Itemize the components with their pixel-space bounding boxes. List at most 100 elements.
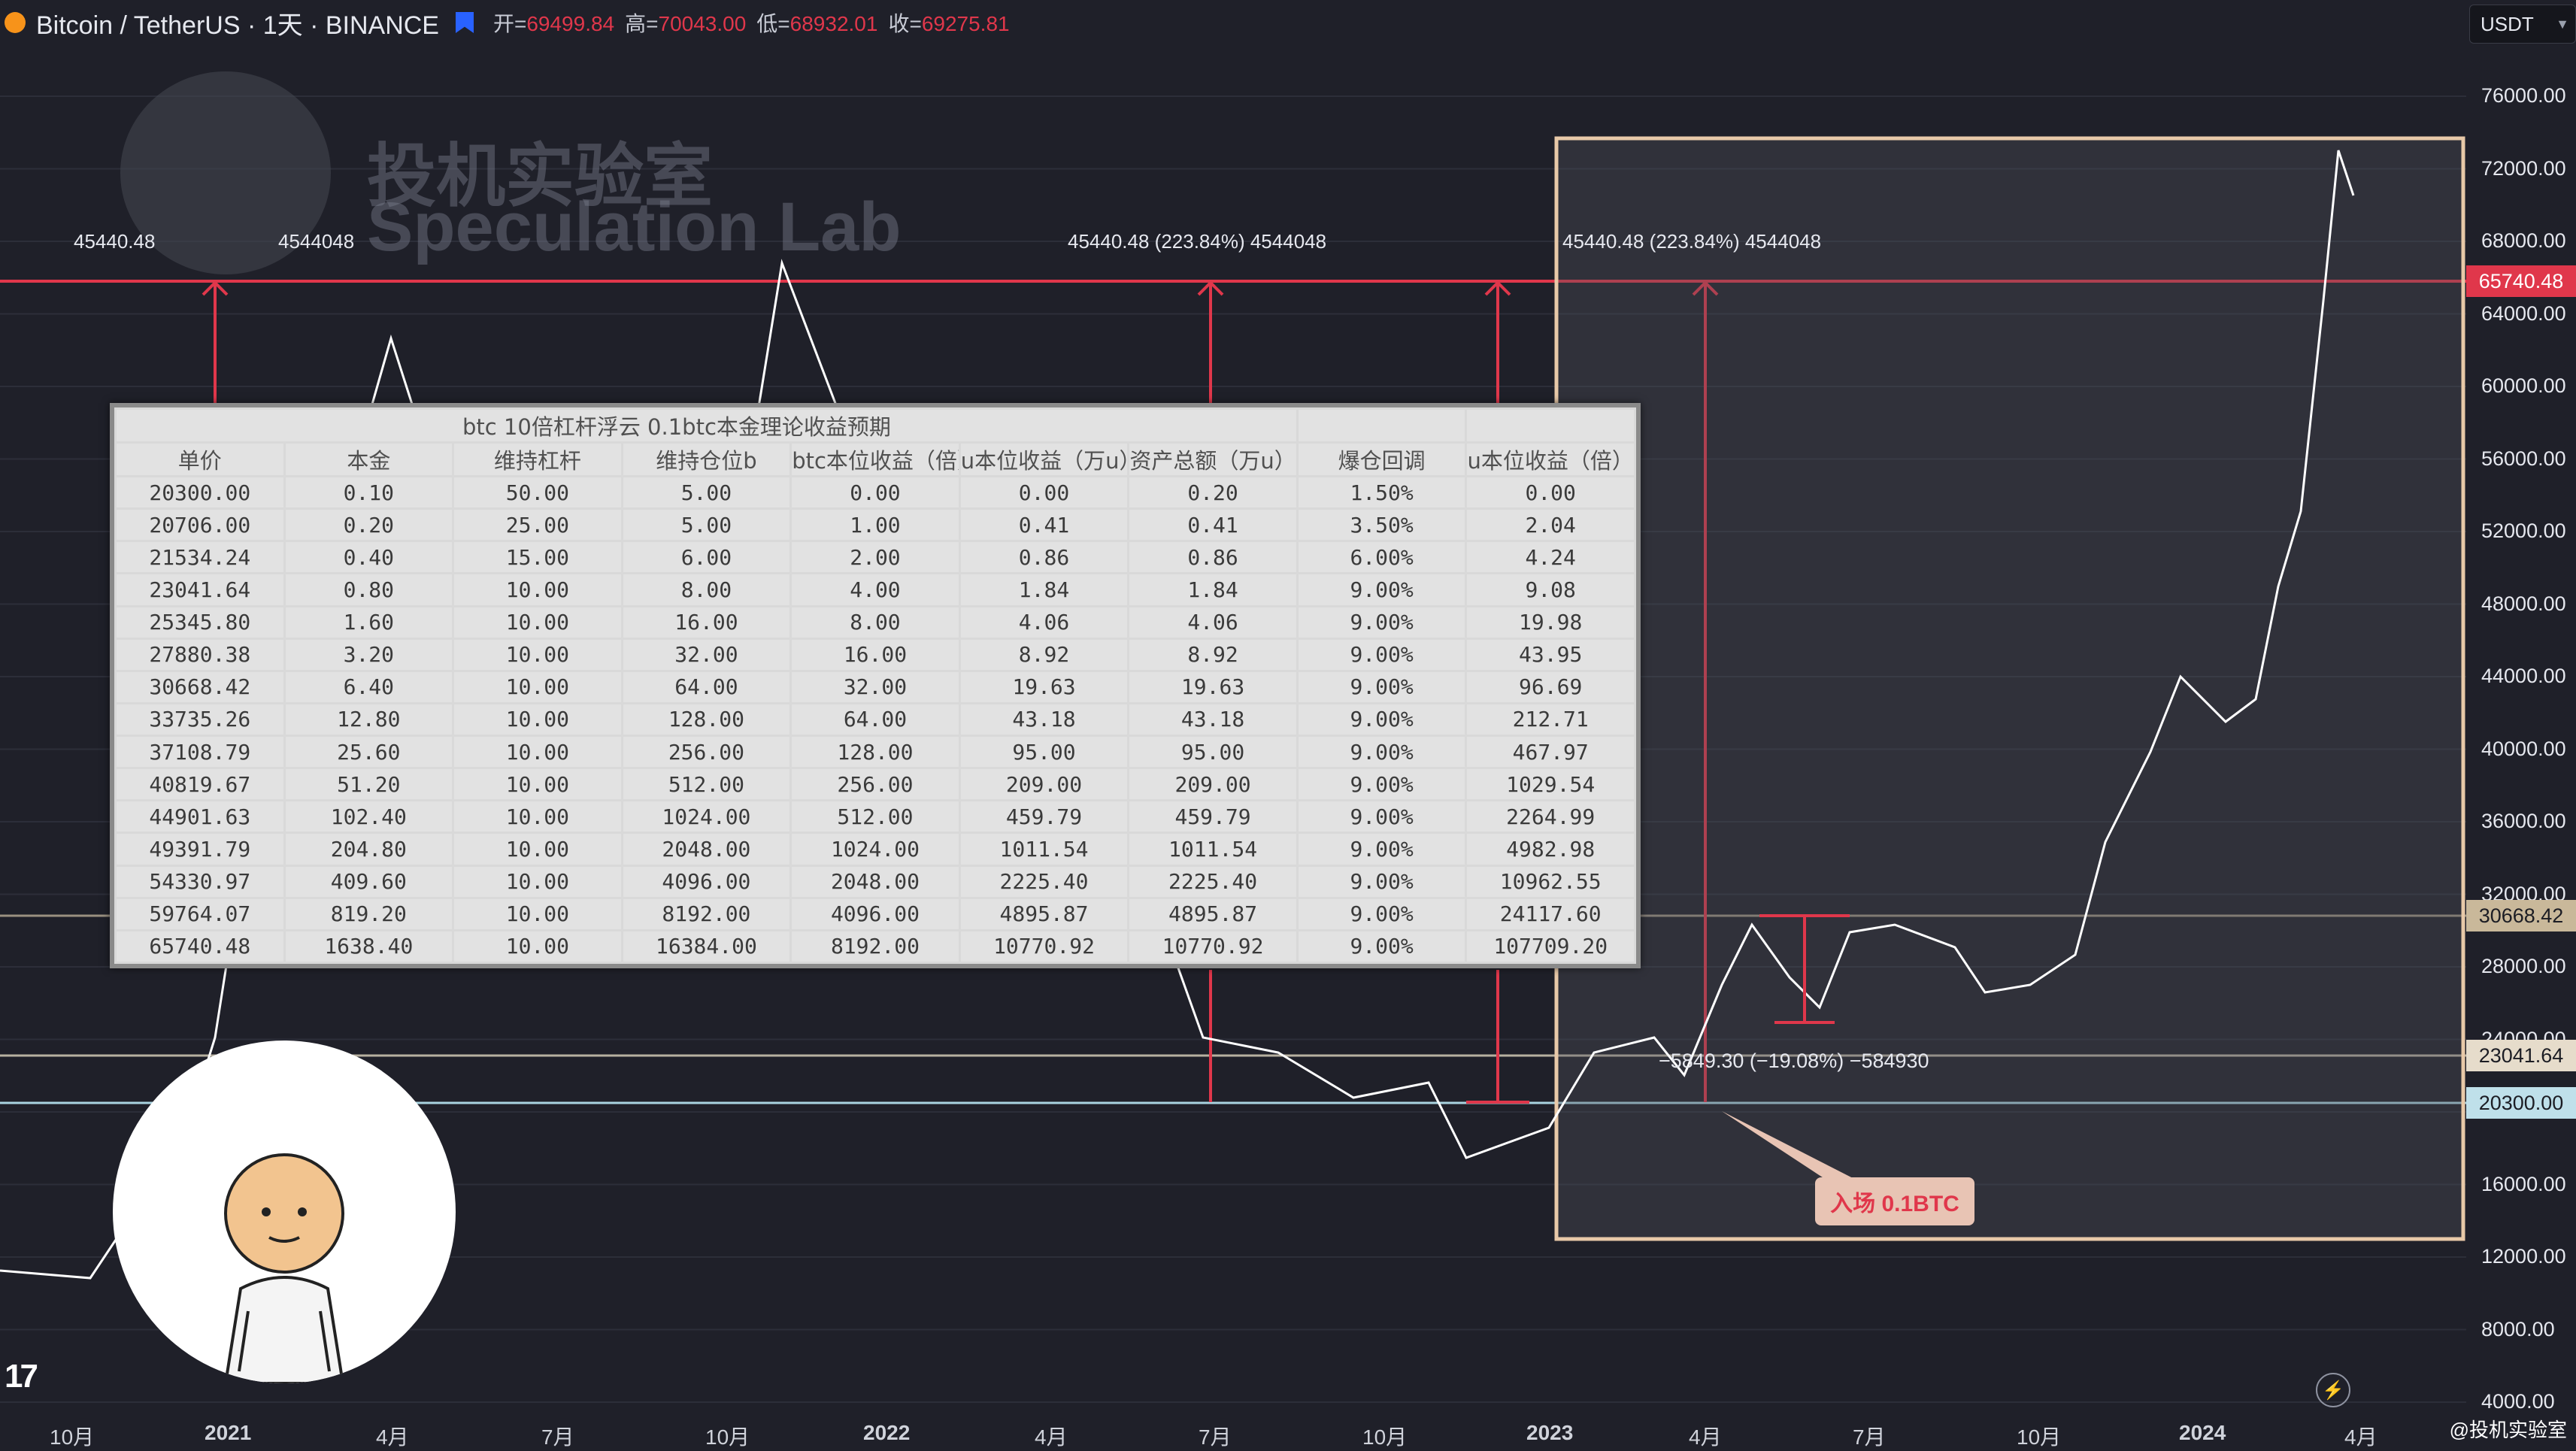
table-cell: 1029.54: [1465, 767, 1636, 802]
table-cell: 0.20: [283, 507, 455, 543]
time-tick-label: 10月: [2017, 1425, 2062, 1449]
table-cell: 0.20: [1127, 474, 1299, 510]
table-cell: 10.00: [452, 832, 623, 867]
table-cell: 9.00%: [1296, 701, 1468, 738]
table-cell: 10.00: [452, 637, 623, 672]
measure-left-a: 45440.48: [74, 230, 156, 253]
table-cell: 459.79: [1127, 799, 1299, 835]
table-cell: 40819.67: [114, 767, 286, 802]
table-cell: 10.00: [452, 701, 623, 738]
table-cell: 819.20: [283, 896, 455, 931]
table-cell: 2.04: [1465, 507, 1636, 543]
price-tick-label: 28000.00: [2481, 955, 2566, 977]
price-tick-label: 68000.00: [2481, 229, 2566, 252]
table-cell: 10.00: [452, 572, 623, 607]
table-cell: 1024.00: [620, 799, 792, 835]
table-header-cell: 本金: [283, 441, 455, 477]
table-cell: 2048.00: [620, 832, 792, 867]
table-cell: 2048.00: [789, 864, 961, 899]
table-cell: 4096.00: [620, 864, 792, 899]
time-tick-label: 10月: [50, 1425, 95, 1449]
table-header-cell: 维持杠杆: [452, 441, 623, 477]
table-header-cell: 单价: [114, 441, 286, 477]
table-cell: 33735.26: [114, 701, 286, 738]
symbol-header: Bitcoin / TetherUS · 1天 · BINANCE 开=6949…: [0, 0, 1010, 45]
table-cell: 19.98: [1465, 604, 1636, 640]
symbol-title[interactable]: Bitcoin / TetherUS · 1天 · BINANCE: [36, 11, 439, 40]
price-tick-label: 36000.00: [2481, 810, 2566, 832]
table-cell: 16384.00: [620, 928, 792, 965]
presenter-avatar: [113, 1041, 456, 1383]
cartoon-character-icon: [223, 1153, 345, 1383]
flag-icon[interactable]: [455, 12, 474, 33]
measure-right: 45440.48 (223.84%) 4544048: [1562, 230, 1822, 253]
table-cell: 0.86: [958, 540, 1130, 575]
table-cell: 9.00%: [1296, 928, 1468, 965]
table-cell: 0.80: [283, 572, 455, 607]
table-cell: 1.84: [1127, 572, 1299, 607]
table-cell: 102.40: [283, 799, 455, 835]
time-tick-label: 7月: [541, 1425, 574, 1449]
table-cell: 95.00: [1127, 734, 1299, 770]
currency-selector[interactable]: USDT ▼: [2469, 5, 2576, 44]
time-tick-label: 7月: [1199, 1425, 1232, 1449]
table-cell: 4.24: [1465, 540, 1636, 575]
table-cell: 4.00: [789, 572, 961, 607]
table-cell: 9.00%: [1296, 637, 1468, 672]
table-cell: 1.50%: [1296, 474, 1468, 510]
table-header-row: 单价本金维持杠杆维持仓位bbtc本位收益（倍）u本位收益（万u）资产总额（万u）…: [114, 441, 1636, 477]
table-cell: 9.00%: [1296, 604, 1468, 640]
table-cell: 0.00: [1465, 474, 1636, 510]
table-cell: 1024.00: [789, 832, 961, 867]
table-cell: 64.00: [620, 669, 792, 704]
price-tick-label: 56000.00: [2481, 447, 2566, 470]
table-row: 25345.80 1.60 10.00 16.00 8.00 4.06 4.06 9.00% 1…: [114, 604, 1636, 640]
highlight-box: [1554, 136, 2465, 1241]
lightning-icon[interactable]: ⚡: [2316, 1373, 2350, 1407]
table-header-cell: u本位收益（倍）: [1465, 441, 1636, 477]
price-badge-current: 65740.48: [2466, 265, 2576, 297]
table-cell: 1.00: [789, 507, 961, 543]
chevron-down-icon: ▼: [2556, 16, 2569, 32]
price-tick-label: 64000.00: [2481, 301, 2566, 325]
table-cell: 25.00: [452, 507, 623, 543]
table-cell: 32.00: [620, 637, 792, 672]
table-cell: 4.06: [1127, 604, 1299, 640]
table-header-cell: u本位收益（万u）: [958, 441, 1130, 477]
table-cell: 10962.55: [1465, 864, 1636, 899]
table-cell: 2.00: [789, 540, 961, 575]
price-tick-label: 48000.00: [2481, 592, 2566, 615]
table-cell: 8.92: [1127, 637, 1299, 672]
table-row: 40819.67 51.20 10.00 512.00 256.00 209.00 209.…: [114, 767, 1636, 802]
table-title-blank-2: [1465, 407, 1636, 444]
measure-left-b: 4544048: [278, 230, 355, 253]
currency-label: USDT: [2481, 12, 2534, 35]
table-row: 33735.26 12.80 10.00 128.00 64.00 43.18 43.18 9…: [114, 701, 1636, 738]
table-cell: 10.00: [452, 896, 623, 931]
time-tick-label: 10月: [705, 1425, 750, 1449]
table-cell: 4895.87: [1127, 896, 1299, 931]
price-badge-low: 23041.64: [2466, 1040, 2576, 1071]
table-row: 65740.48 1638.40 10.00 16384.00 8192.00 10770…: [114, 928, 1636, 965]
table-cell: 10770.92: [1127, 928, 1299, 965]
table-cell: 4096.00: [789, 896, 961, 931]
time-tick-label: 2024: [2179, 1421, 2226, 1444]
tradingview-logo[interactable]: 17: [5, 1358, 38, 1395]
table-cell: 4.06: [958, 604, 1130, 640]
table-cell: 0.41: [1127, 507, 1299, 543]
watermark-mascot: [120, 71, 331, 274]
time-tick-label: 2021: [205, 1421, 252, 1444]
table-cell: 256.00: [620, 734, 792, 770]
table-row: 30668.42 6.40 10.00 64.00 32.00 19.63 19.63 9.0…: [114, 669, 1636, 704]
table-cell: 9.00%: [1296, 799, 1468, 835]
price-tick-label: 40000.00: [2481, 737, 2566, 760]
table-title: btc 10倍杠杆浮云 0.1btc本金理论收益预期: [114, 407, 1299, 444]
table-cell: 107709.20: [1465, 928, 1636, 965]
table-cell: 2225.40: [1127, 864, 1299, 899]
table-row: 59764.07 819.20 10.00 8192.00 4096.00 4895.87…: [114, 896, 1636, 931]
table-cell: 43.18: [1127, 701, 1299, 738]
table-row: 44901.63 102.40 10.00 1024.00 512.00 459.79 45…: [114, 799, 1636, 835]
table-cell: 209.00: [1127, 767, 1299, 802]
profit-table: btc 10倍杠杆浮云 0.1btc本金理论收益预期 单价 本金 维持杠杆 维持仓位b…: [110, 403, 1641, 968]
price-tick-label: 76000.00: [2481, 84, 2566, 107]
